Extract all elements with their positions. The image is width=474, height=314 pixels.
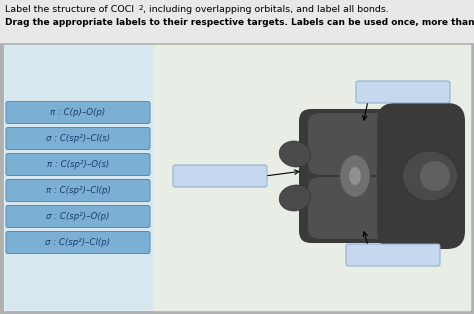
Text: π : C(sp²)–O(s): π : C(sp²)–O(s)	[47, 160, 109, 169]
FancyBboxPatch shape	[6, 180, 150, 202]
FancyBboxPatch shape	[6, 231, 150, 253]
Text: Drag the appropriate labels to their respective targets. Labels can be used once: Drag the appropriate labels to their res…	[5, 18, 474, 27]
FancyBboxPatch shape	[308, 113, 402, 175]
Bar	[4, 45, 470, 310]
Text: σ : C(sp²)–O(p): σ : C(sp²)–O(p)	[46, 212, 110, 221]
FancyBboxPatch shape	[6, 101, 150, 123]
Bar	[154, 45, 470, 310]
Bar	[0, 0, 474, 42]
FancyBboxPatch shape	[299, 109, 411, 243]
FancyBboxPatch shape	[356, 81, 450, 103]
Ellipse shape	[402, 151, 457, 201]
Text: π : C(sp²)–Cl(p): π : C(sp²)–Cl(p)	[46, 186, 110, 195]
FancyBboxPatch shape	[308, 177, 402, 239]
FancyBboxPatch shape	[377, 103, 465, 249]
Ellipse shape	[279, 185, 311, 211]
Ellipse shape	[420, 161, 450, 191]
FancyBboxPatch shape	[173, 165, 267, 187]
Text: π : C(p)–O(p): π : C(p)–O(p)	[50, 108, 106, 117]
Ellipse shape	[279, 141, 311, 167]
Text: 2: 2	[138, 5, 143, 11]
Text: Label the structure of COCl: Label the structure of COCl	[5, 5, 134, 14]
Ellipse shape	[349, 167, 361, 185]
Bar	[4, 45, 154, 310]
Text: , including overlapping orbitals, and label all bonds.: , including overlapping orbitals, and la…	[143, 5, 389, 14]
Text: σ : C(sp²)–Cl(p): σ : C(sp²)–Cl(p)	[46, 238, 110, 247]
FancyBboxPatch shape	[6, 154, 150, 176]
FancyBboxPatch shape	[6, 205, 150, 228]
Ellipse shape	[340, 155, 370, 197]
FancyBboxPatch shape	[6, 127, 150, 149]
Text: σ : C(sp²)–Cl(s): σ : C(sp²)–Cl(s)	[46, 134, 110, 143]
FancyBboxPatch shape	[346, 244, 440, 266]
